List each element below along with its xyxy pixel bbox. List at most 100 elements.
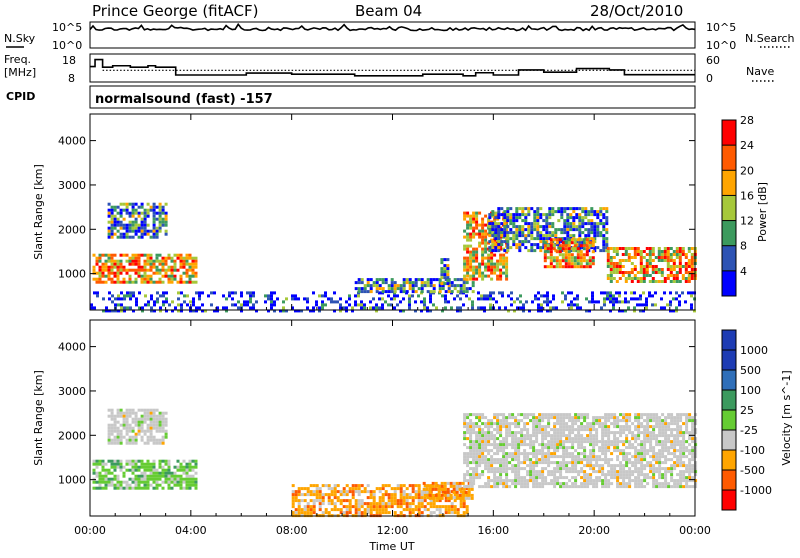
echo-cell (113, 205, 117, 209)
echo-cell (551, 231, 555, 235)
echo-cell (637, 434, 641, 438)
echo-cell (556, 446, 560, 450)
echo-cell (234, 291, 237, 295)
noise-tick-top-right: 10^5 (706, 21, 736, 34)
echo-cell (643, 437, 647, 441)
echo-cell (552, 259, 556, 263)
echo-cell (586, 416, 590, 420)
echo-cell (540, 303, 543, 307)
echo-cell (417, 493, 421, 497)
echo-cell (584, 234, 588, 238)
echo-cell (496, 413, 500, 417)
echo-cell (524, 222, 528, 226)
echo-cell (128, 426, 132, 430)
time-tick-label: 20:00 (578, 524, 610, 537)
echo-cell (440, 276, 444, 280)
echo-cell (524, 240, 528, 244)
echo-cell (571, 431, 575, 435)
echo-cell (378, 511, 382, 515)
echo-cell (354, 508, 358, 512)
echo-cell (682, 485, 686, 489)
echo-cell (541, 473, 545, 477)
echo-cell (252, 303, 255, 307)
echo-cell (609, 309, 612, 313)
echo-cell (628, 461, 632, 465)
echo-cell (497, 243, 501, 247)
echo-cell (116, 408, 120, 412)
echo-cell (627, 271, 631, 274)
echo-cell (306, 487, 310, 491)
echo-cell (633, 256, 637, 259)
echo-cell (152, 420, 156, 424)
echo-cell (553, 482, 557, 486)
echo-cell (646, 419, 650, 423)
echo-cell (586, 440, 590, 444)
echo-cell (669, 253, 673, 256)
echo-cell (122, 253, 126, 257)
echo-cell (408, 306, 411, 310)
echo-cell (475, 470, 479, 474)
echo-cell (558, 250, 562, 254)
echo-cell (270, 306, 273, 310)
echo-cell (598, 479, 602, 483)
power-colorbar-swatch (722, 220, 736, 247)
echo-cell (655, 440, 659, 444)
echo-cell (309, 484, 313, 488)
echo-cell (583, 416, 587, 420)
echo-cell (503, 219, 507, 223)
echo-cell (125, 480, 129, 484)
echo-cell (527, 231, 531, 235)
echo-cell (149, 483, 153, 487)
echo-cell (98, 253, 102, 257)
echo-cell (578, 228, 582, 232)
echo-cell (455, 484, 459, 488)
echo-cell (605, 219, 609, 223)
echo-cell (616, 446, 620, 450)
echo-cell (562, 416, 566, 420)
echo-cell (514, 476, 518, 480)
echo-cell (607, 461, 611, 465)
echo-cell (577, 452, 581, 456)
echo-cell (564, 262, 568, 266)
echo-cell (414, 484, 418, 488)
echo-cell (470, 487, 474, 491)
echo-cell (191, 468, 195, 472)
echo-cell (131, 229, 135, 233)
echo-cell (569, 228, 573, 232)
echo-cell (578, 207, 582, 211)
echo-cell (616, 431, 620, 435)
echo-cell (306, 502, 310, 506)
echo-cell (523, 482, 527, 486)
echo-cell (303, 508, 307, 512)
echo-cell (564, 253, 568, 257)
echo-cell (447, 300, 450, 304)
echo-cell (643, 464, 647, 468)
echo-cell (515, 231, 519, 235)
echo-cell (514, 446, 518, 450)
echo-cell (478, 425, 482, 429)
echo-cell (685, 446, 689, 450)
echo-cell (357, 294, 360, 298)
echo-cell (402, 502, 406, 506)
echo-cell (625, 422, 629, 426)
echo-cell (475, 220, 479, 224)
echo-cell (574, 419, 578, 423)
echo-cell (321, 303, 324, 307)
echo-cell (673, 455, 677, 459)
echo-cell (110, 417, 114, 421)
echo-cell (420, 511, 424, 515)
echo-cell (110, 459, 114, 463)
echo-cell (455, 496, 459, 500)
echo-cell (694, 482, 698, 486)
echo-cell (475, 214, 479, 218)
echo-cell (321, 493, 325, 497)
echo-cell (610, 458, 614, 462)
echo-cell (110, 205, 114, 209)
echo-cell (661, 473, 665, 477)
echo-cell (475, 440, 479, 444)
echo-cell (177, 309, 180, 313)
echo-cell (189, 300, 192, 304)
echo-cell (387, 290, 391, 294)
echo-cell (466, 265, 470, 269)
echo-cell (318, 306, 321, 310)
